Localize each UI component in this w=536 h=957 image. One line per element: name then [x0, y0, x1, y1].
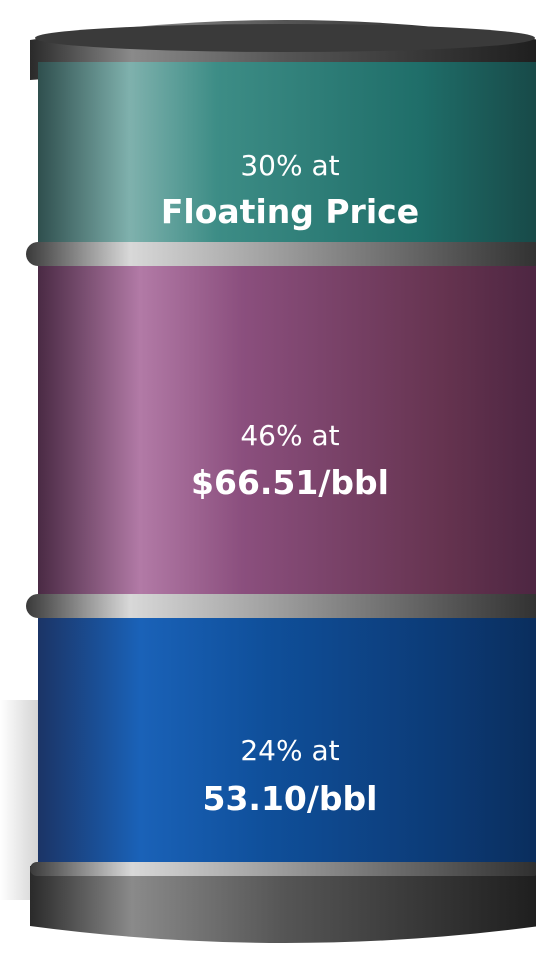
segment-purple: [38, 262, 536, 602]
share-label: 46% at: [240, 419, 339, 452]
segment-teal: [38, 62, 536, 252]
segment-blue: [38, 614, 536, 876]
barrel-ring: [26, 242, 536, 266]
barrel-base: [30, 866, 536, 943]
share-label: 30% at: [240, 149, 339, 182]
price-label: 53.10/bbl: [203, 779, 378, 818]
lid-top: [35, 24, 535, 52]
barrel-ring: [26, 594, 536, 618]
barrel-ring: [30, 862, 536, 876]
share-label: 24% at: [240, 734, 339, 767]
price-label: Floating Price: [161, 192, 419, 231]
price-label: $66.51/bbl: [191, 463, 389, 502]
